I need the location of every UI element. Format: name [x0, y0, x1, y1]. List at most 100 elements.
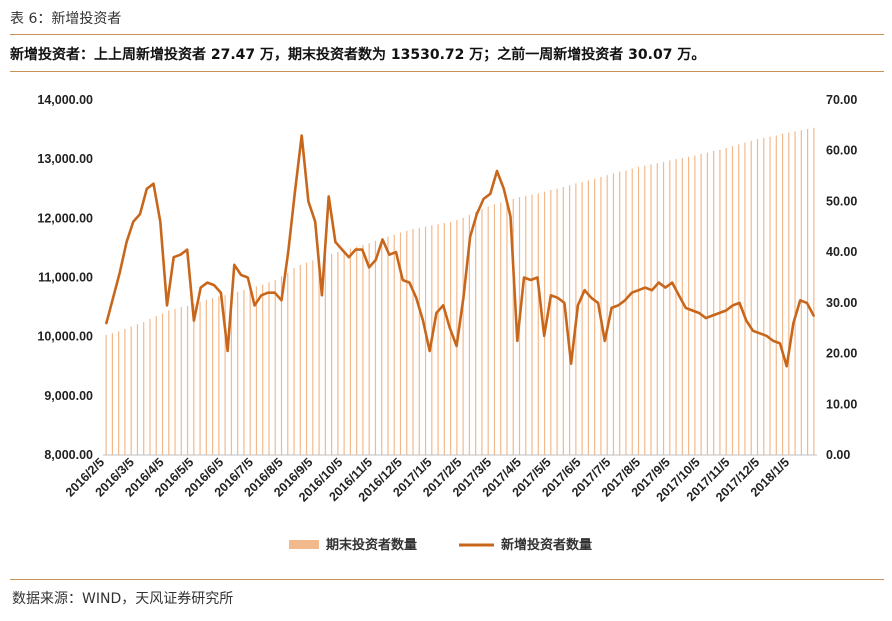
bar — [587, 180, 589, 455]
bottom-rule — [10, 579, 884, 580]
bar — [193, 303, 195, 455]
bar — [738, 144, 740, 455]
bar — [700, 153, 702, 455]
bar — [268, 282, 270, 455]
bar — [550, 189, 552, 455]
top-rule — [10, 34, 884, 35]
bar — [675, 159, 677, 455]
y-right-tick-label: 70.00 — [826, 93, 857, 107]
bar — [719, 149, 721, 455]
bar — [305, 262, 308, 455]
bar — [612, 173, 615, 455]
bar — [775, 135, 777, 455]
bar — [756, 139, 759, 456]
bar — [293, 268, 295, 455]
bar — [662, 162, 665, 455]
bar — [562, 186, 564, 455]
bar — [807, 128, 809, 455]
bar — [725, 147, 727, 456]
bar — [500, 202, 502, 455]
axes: 8,000.00 9,000.00 10,000.00 11,000.00 12,000… — [37, 93, 857, 504]
bar — [713, 150, 715, 455]
bar — [374, 240, 377, 455]
legend-swatch-bars — [289, 540, 319, 549]
bar — [324, 255, 326, 455]
bar — [255, 286, 258, 455]
bar — [581, 182, 583, 455]
bar — [381, 239, 383, 455]
bar — [594, 178, 596, 456]
bar — [274, 279, 276, 455]
bar — [706, 152, 708, 456]
bar — [493, 204, 496, 455]
bar — [237, 291, 239, 455]
bar — [487, 206, 489, 455]
bar — [694, 155, 696, 455]
bar — [443, 223, 445, 455]
new-investors-line — [105, 134, 815, 368]
legend: 期末投资者数量 新增投资者数量 — [289, 537, 592, 553]
bar — [155, 315, 157, 455]
bar — [512, 198, 514, 455]
bar — [450, 221, 452, 455]
y-left-tick-label: 13,000.00 — [37, 152, 93, 166]
summary-text: 新增投资者：上上周新增投资者 27.47 万，期末投资者数为 13530.72 … — [10, 47, 706, 63]
bar — [468, 214, 470, 455]
bar — [331, 253, 333, 455]
bar — [349, 248, 351, 455]
bar — [637, 166, 640, 455]
bar — [149, 318, 151, 455]
legend-label-bars: 期末投资者数量 — [326, 537, 417, 553]
bar — [769, 136, 771, 455]
bar — [537, 193, 539, 455]
bar — [356, 246, 358, 455]
y-right-tick-label: 30.00 — [826, 296, 857, 310]
bar — [249, 288, 251, 455]
bar — [118, 331, 120, 455]
bar-series — [105, 127, 815, 456]
bar — [543, 191, 546, 456]
bar — [161, 313, 164, 455]
bar — [312, 260, 314, 455]
bar — [531, 194, 533, 455]
figure-caption: 表 6：新增投资者 — [10, 11, 122, 27]
y-left-tick-label: 10,000.00 — [37, 330, 93, 344]
bar — [318, 257, 320, 455]
bar — [631, 168, 633, 455]
bar — [606, 175, 608, 455]
bar — [750, 140, 752, 455]
y-left-tick-label: 14,000.00 — [37, 93, 93, 107]
bar — [111, 333, 113, 455]
bar — [230, 293, 232, 455]
bar — [731, 146, 734, 455]
bar — [424, 226, 427, 455]
y-left-tick-label: 12,000.00 — [37, 211, 93, 225]
y-right-tick-label: 60.00 — [826, 144, 857, 158]
bar — [143, 321, 145, 455]
bar — [174, 308, 176, 455]
bar — [124, 328, 126, 455]
bar — [569, 185, 571, 455]
bar — [412, 228, 414, 455]
bar — [650, 164, 652, 455]
bar — [681, 157, 683, 455]
bar — [525, 195, 527, 455]
bar — [212, 298, 214, 455]
bar — [368, 243, 370, 455]
bar — [199, 301, 201, 455]
bar — [475, 211, 477, 455]
bar — [243, 289, 245, 455]
y-left-tick-label: 9,000.00 — [44, 389, 93, 403]
bar — [262, 284, 264, 455]
bar — [186, 305, 189, 455]
y-right-tick-label: 20.00 — [826, 347, 857, 361]
bar — [625, 170, 627, 456]
bar — [619, 171, 621, 455]
bar — [130, 326, 132, 455]
bar — [656, 163, 658, 455]
bar — [418, 227, 420, 455]
bar — [105, 334, 107, 455]
bar — [280, 276, 283, 455]
